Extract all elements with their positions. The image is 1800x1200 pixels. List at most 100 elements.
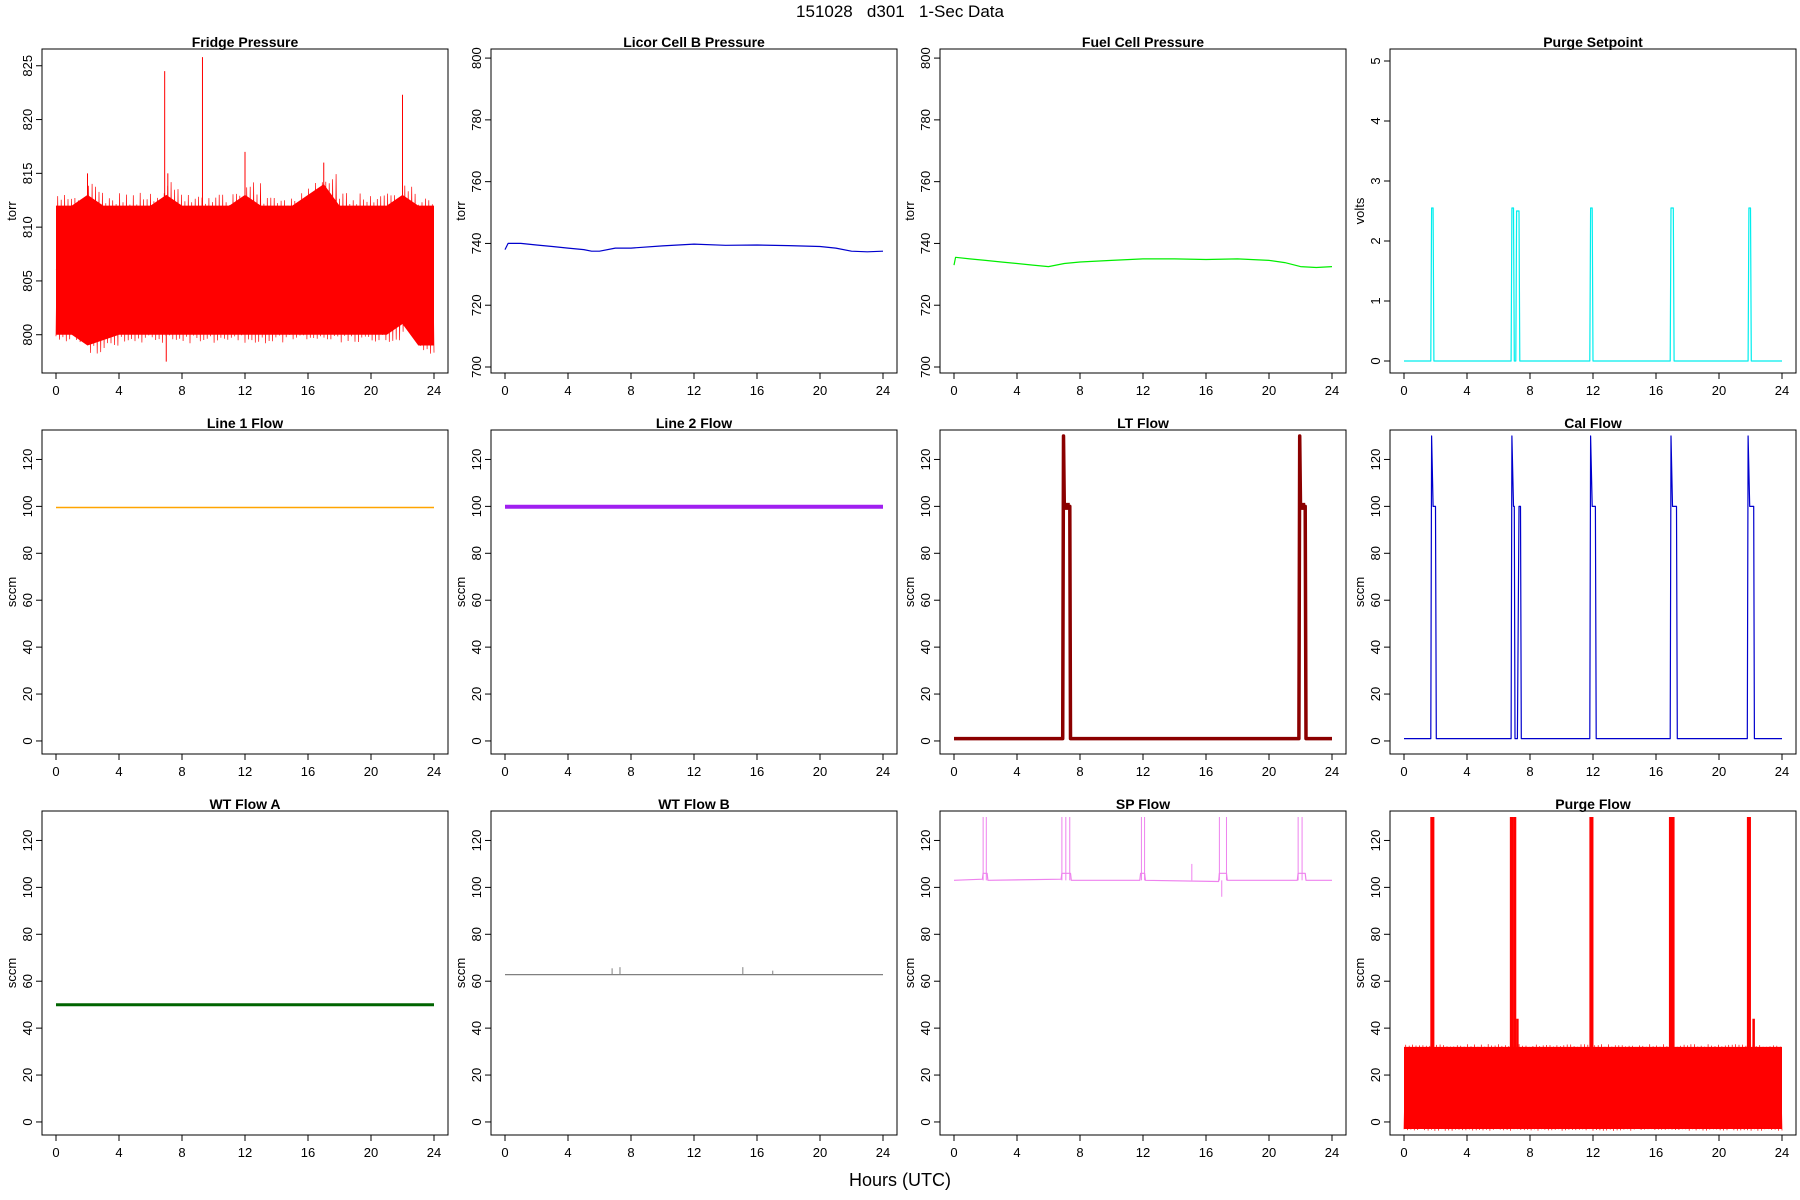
x-tick-label: 16 — [1199, 1145, 1213, 1160]
y-tick-label: 100 — [1368, 496, 1383, 518]
x-tick-label: 20 — [364, 764, 378, 779]
y-tick-label: 760 — [469, 171, 484, 193]
x-tick-label: 0 — [1400, 1145, 1407, 1160]
y-tick-label: 20 — [1368, 1068, 1383, 1082]
x-tick-label: 4 — [1463, 764, 1470, 779]
y-tick-label: 120 — [20, 449, 35, 471]
y-axis-label: volts — [1352, 197, 1367, 224]
plot-frame — [490, 48, 898, 374]
x-tick-label: 0 — [52, 1145, 59, 1160]
panel-title: Purge Flow — [1555, 796, 1631, 812]
x-tick-label: 24 — [1325, 1145, 1339, 1160]
x-tick-label: 16 — [1199, 764, 1213, 779]
x-tick-label: 0 — [52, 383, 59, 398]
y-tick-label: 5 — [1368, 57, 1383, 64]
panel-title: Fuel Cell Pressure — [1082, 34, 1204, 50]
y-tick-label: 760 — [918, 171, 933, 193]
y-tick-label: 820 — [20, 109, 35, 131]
x-tick-label: 8 — [1076, 1145, 1083, 1160]
plot-area — [1403, 817, 1783, 1131]
x-tick-label: 16 — [1649, 383, 1663, 398]
x-tick-label: 24 — [1775, 1145, 1789, 1160]
x-tick-label: 20 — [1262, 764, 1276, 779]
panel-title: SP Flow — [1116, 796, 1170, 812]
x-tick-label: 0 — [950, 383, 957, 398]
x-tick-label: 16 — [750, 1145, 764, 1160]
y-axis-label: sccm — [4, 958, 19, 988]
series-line — [953, 256, 1333, 269]
x-tick-label: 12 — [687, 764, 701, 779]
x-tick-label: 12 — [1586, 383, 1600, 398]
x-tick-label: 12 — [238, 383, 252, 398]
y-tick-label: 100 — [918, 877, 933, 899]
plot-area — [1404, 207, 1782, 362]
plot-area — [55, 57, 435, 362]
y-tick-label: 4 — [1368, 117, 1383, 124]
y-tick-label: 40 — [1368, 1021, 1383, 1035]
panel-6: LT Flow 0 4 8 12 16 20 24 0 20 40 60 80 100 120 sccm — [902, 415, 1347, 779]
panel-7: Cal Flow 0 4 8 12 16 20 24 0 20 40 60 80 100 120 sccm — [1352, 415, 1797, 779]
x-tick-label: 4 — [1013, 764, 1020, 779]
plot-frame — [490, 810, 898, 1136]
plot-frame — [939, 810, 1347, 1136]
series-line — [1404, 435, 1782, 740]
noise-band — [1404, 1046, 1782, 1129]
y-tick-label: 120 — [918, 830, 933, 852]
x-tick-label: 24 — [1775, 764, 1789, 779]
y-axis-label: sccm — [453, 958, 468, 988]
x-tick-label: 16 — [301, 383, 315, 398]
x-tick-label: 0 — [1400, 383, 1407, 398]
y-tick-label: 0 — [20, 737, 35, 744]
x-tick-label: 24 — [876, 1145, 890, 1160]
y-tick-label: 60 — [1368, 974, 1383, 988]
y-tick-label: 80 — [918, 927, 933, 941]
y-axis-label: sccm — [902, 958, 917, 988]
plot-frame — [490, 429, 898, 755]
y-tick-label: 120 — [1368, 449, 1383, 471]
y-tick-label: 40 — [20, 1021, 35, 1035]
x-tick-label: 16 — [1199, 383, 1213, 398]
x-tick-label: 16 — [1649, 1145, 1663, 1160]
x-tick-label: 12 — [687, 383, 701, 398]
y-tick-label: 80 — [1368, 546, 1383, 560]
x-tick-label: 16 — [301, 764, 315, 779]
x-tick-label: 0 — [501, 1145, 508, 1160]
y-axis-label: sccm — [1352, 958, 1367, 988]
x-tick-label: 24 — [876, 764, 890, 779]
y-tick-label: 60 — [469, 974, 484, 988]
y-tick-label: 800 — [918, 47, 933, 69]
series-line — [504, 242, 884, 253]
x-tick-label: 16 — [750, 383, 764, 398]
panel-title: Purge Setpoint — [1543, 34, 1643, 50]
panel-8: WT Flow A 0 4 8 12 16 20 24 0 20 40 60 80 100 120 sccm — [4, 796, 449, 1160]
series-line — [1404, 207, 1782, 362]
y-tick-label: 740 — [918, 233, 933, 255]
x-tick-label: 8 — [1076, 383, 1083, 398]
x-tick-label: 24 — [1325, 764, 1339, 779]
panel-title: Cal Flow — [1564, 415, 1622, 431]
x-tick-label: 8 — [1076, 764, 1083, 779]
panel-2: Fuel Cell Pressure 0 4 8 12 16 20 24 700 720 740 76… — [902, 34, 1347, 398]
x-tick-label: 4 — [1463, 383, 1470, 398]
x-tick-label: 20 — [1262, 383, 1276, 398]
x-tick-label: 24 — [427, 383, 441, 398]
y-tick-label: 20 — [1368, 687, 1383, 701]
y-tick-label: 0 — [469, 737, 484, 744]
y-tick-label: 60 — [20, 593, 35, 607]
x-tick-label: 8 — [178, 764, 185, 779]
panel-11: Purge Flow 0 4 8 12 16 20 24 0 20 40 60 80 100 120 sccm — [1352, 796, 1797, 1160]
x-tick-label: 20 — [1712, 764, 1726, 779]
y-tick-label: 0 — [20, 1118, 35, 1125]
y-tick-label: 720 — [469, 294, 484, 316]
y-tick-label: 60 — [1368, 593, 1383, 607]
y-tick-label: 80 — [20, 546, 35, 560]
y-tick-label: 20 — [918, 687, 933, 701]
y-tick-label: 2 — [1368, 237, 1383, 244]
x-tick-label: 4 — [564, 764, 571, 779]
panel-10: SP Flow 0 4 8 12 16 20 24 0 20 40 60 80 100 120 sccm — [902, 796, 1347, 1160]
y-axis-label: sccm — [902, 577, 917, 607]
y-tick-label: 80 — [469, 927, 484, 941]
x-tick-label: 4 — [115, 383, 122, 398]
data-block — [1064, 502, 1070, 510]
noise-texture — [1403, 1044, 1783, 1131]
